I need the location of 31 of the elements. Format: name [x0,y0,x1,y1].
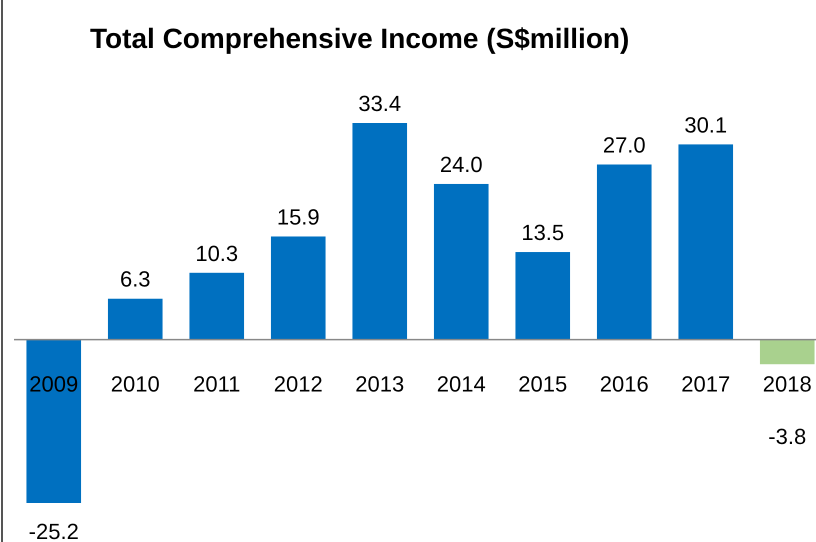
bar [434,184,489,340]
x-tick-label: 2016 [600,372,649,397]
x-tick-label: 2018 [762,372,812,397]
bar [760,340,815,364]
x-tick-label: 2015 [518,372,568,397]
bar [270,236,326,340]
bar [515,252,570,340]
bar [352,123,408,340]
data-label: 13.5 [521,220,564,246]
bar [26,340,82,503]
x-tick-label: 2009 [29,372,78,397]
data-label: 30.1 [684,112,728,138]
data-label: -25.2 [28,519,79,542]
x-tick-label: 2010 [110,372,160,397]
chart-title: Total Comprehensive Income (S$million) [90,23,630,54]
x-tick-label: 2014 [436,372,486,397]
data-label: 6.3 [120,266,151,292]
bar [596,164,652,340]
bar [189,272,244,340]
data-label: 33.4 [358,91,402,116]
data-label: -3.8 [768,424,806,450]
data-label: 27.0 [602,132,646,158]
bar [108,298,163,340]
bar [678,144,734,340]
data-label: 10.3 [195,240,238,266]
x-tick-label: 2012 [274,372,323,397]
x-tick-label: 2017 [681,372,730,397]
data-label: 24.0 [440,152,483,177]
x-tick-label: 2013 [355,372,404,397]
x-tick-label: 2011 [193,372,240,397]
data-label: 15.9 [276,204,320,230]
